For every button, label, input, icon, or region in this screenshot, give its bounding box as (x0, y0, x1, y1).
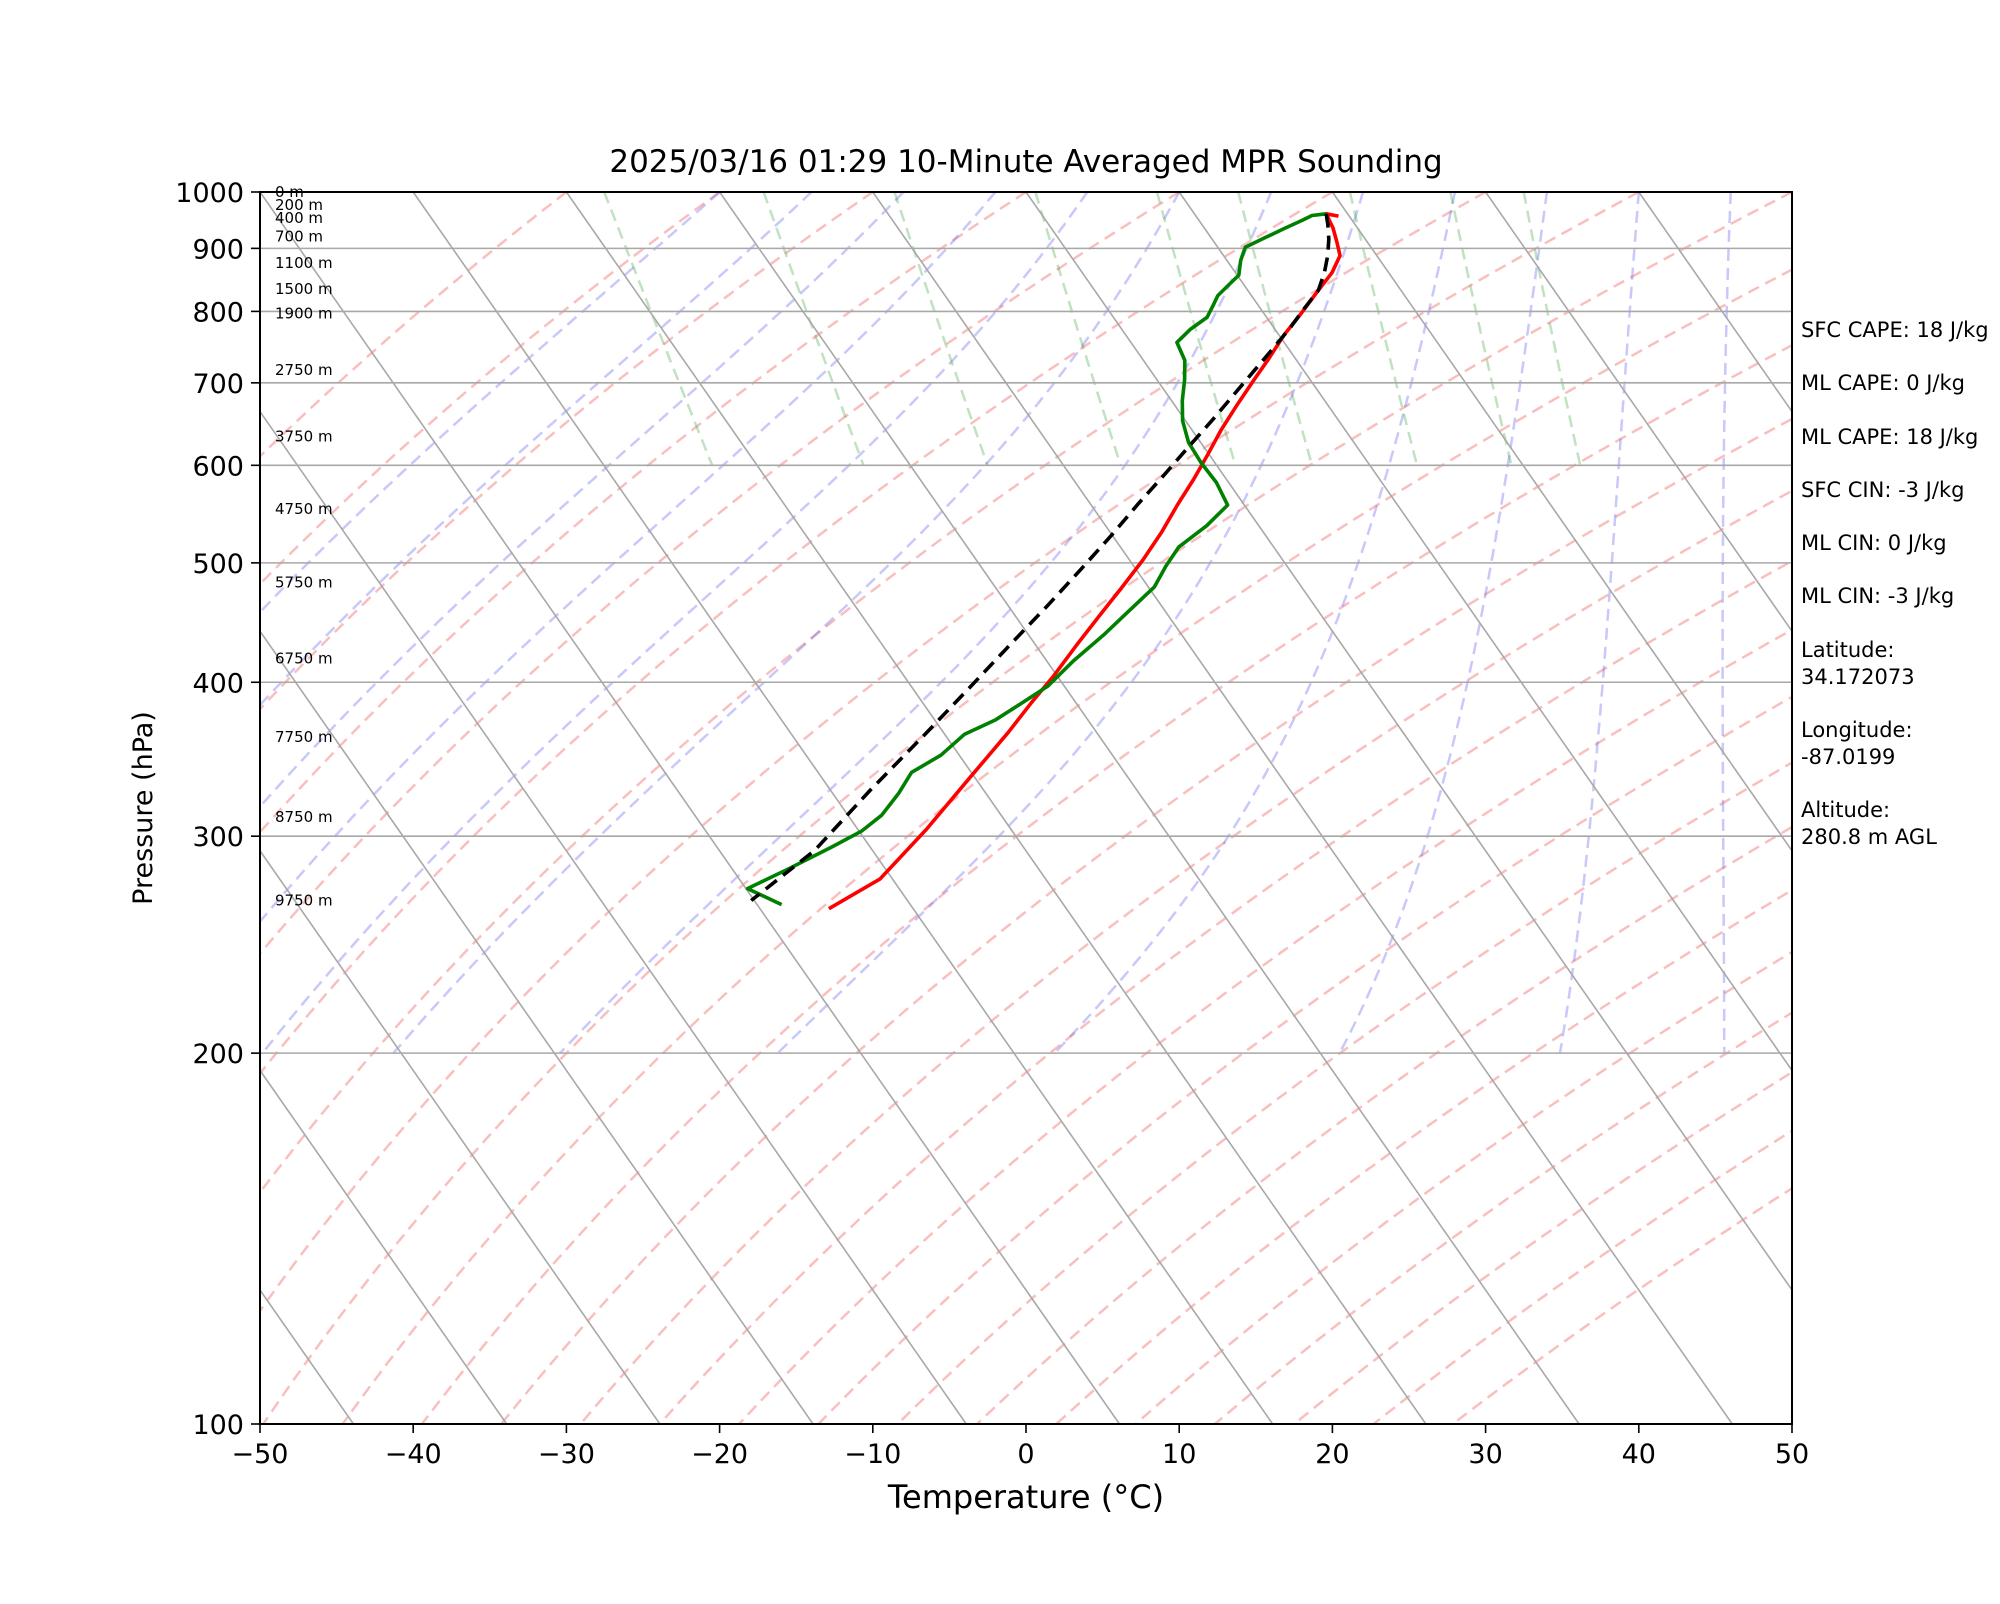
stat-line: Latitude: (1801, 638, 1895, 662)
moist-adiabat (1340, 192, 1547, 1053)
isotherm (873, 192, 1732, 1424)
stat-line: Longitude: (1801, 718, 1913, 742)
y-tick-label: 900 (192, 234, 244, 265)
isotherm (260, 192, 1119, 1424)
stat-line: ML CAPE: 18 J/kg (1801, 425, 1978, 449)
x-tick-label: −30 (538, 1439, 595, 1470)
moist-adiabat (778, 192, 1363, 1053)
y-axis: 1000 900 800 700 600 500 400 300 200 100 (175, 178, 260, 1441)
y-tick-label: 1000 (175, 178, 244, 209)
x-tick-label: 50 (1775, 1439, 1809, 1470)
dry-adiabat (581, 192, 2000, 1424)
height-label: 700 m (275, 228, 323, 246)
height-label: 3750 m (275, 428, 333, 446)
mixing-ratio-line (895, 192, 988, 465)
y-tick-label: 800 (192, 297, 244, 328)
x-tick-label: 10 (1162, 1439, 1196, 1470)
x-tick-label: −40 (385, 1439, 442, 1470)
x-tick-label: 0 (1017, 1439, 1034, 1470)
mixing-ratio-line (1450, 192, 1511, 465)
x-axis-label: Temperature (°C) (887, 1478, 1164, 1516)
mixing-ratio-line (764, 192, 864, 465)
stat-line: Altitude: (1801, 798, 1890, 822)
y-tick-label: 600 (192, 451, 244, 482)
chart-title: 2025/03/16 01:29 10-Minute Averaged MPR … (609, 144, 1442, 180)
x-tick-label: −20 (691, 1439, 748, 1470)
x-tick-label: 20 (1315, 1439, 1349, 1470)
height-label: 9750 m (275, 892, 333, 910)
x-tick-label: −50 (232, 1439, 289, 1470)
y-tick-label: 700 (192, 369, 244, 400)
height-label: 8750 m (275, 808, 333, 826)
isotherm (566, 192, 1425, 1424)
mixing-ratio-line (1350, 192, 1417, 465)
height-label: 5750 m (275, 573, 333, 591)
height-label: 4750 m (275, 500, 333, 518)
x-tick-label: 40 (1622, 1439, 1656, 1470)
dry-adiabat (184, 192, 1639, 1424)
isotherm (0, 192, 813, 1424)
isotherm (0, 192, 507, 1424)
x-axis: −50 −40 −30 −20 −10 0 10 20 30 40 50 (232, 1424, 1810, 1470)
stat-line: SFC CIN: -3 J/kg (1801, 478, 1964, 502)
moist-adiabat (1560, 192, 1639, 1053)
stat-line: ML CIN: -3 J/kg (1801, 584, 1954, 608)
stat-line: ML CAPE: 0 J/kg (1801, 371, 1965, 395)
x-tick-label: −10 (844, 1439, 901, 1470)
height-label: 1100 m (275, 254, 333, 272)
height-label: 7750 m (275, 728, 333, 746)
moist-adiabat (560, 192, 1271, 1053)
stat-line: -87.0199 (1801, 745, 1895, 769)
sounding-stats: SFC CAPE: 18 J/kg ML CAPE: 0 J/kg ML CAPE:… (1801, 318, 1989, 849)
y-tick-label: 100 (192, 1410, 244, 1441)
moist-adiabat (393, 192, 1179, 1053)
isotherm (0, 192, 47, 1424)
height-label: 2750 m (275, 361, 333, 379)
y-axis-label: Pressure (hPa) (128, 711, 159, 905)
y-tick-label: 500 (192, 549, 244, 580)
dry-adiabat (422, 192, 2000, 1424)
moist-adiabat (0, 192, 720, 1053)
y-tick-label: 400 (192, 668, 244, 699)
isotherm (413, 192, 1272, 1424)
stat-line: ML CIN: 0 J/kg (1801, 531, 1947, 555)
stat-line: 280.8 m AGL (1801, 825, 1937, 849)
dry-adiabat (660, 192, 2000, 1424)
isotherm (0, 192, 200, 1424)
isotherm (720, 192, 1579, 1424)
temperature-profile (829, 214, 1340, 909)
plot-series (748, 214, 1341, 909)
y-tick-label: 200 (192, 1039, 244, 1070)
mixing-ratio-line (1035, 192, 1120, 465)
height-label: 6750 m (275, 650, 333, 668)
parcel-profile (751, 214, 1329, 901)
moist-adiabat (0, 192, 812, 1053)
height-label: 1500 m (275, 280, 333, 298)
height-label: 400 m (275, 209, 323, 227)
stat-line: SFC CAPE: 18 J/kg (1801, 318, 1989, 342)
x-tick-label: 30 (1468, 1439, 1502, 1470)
height-label: 1900 m (275, 304, 333, 322)
dry-adiabat (263, 192, 1792, 1424)
mixing-ratio-line (1524, 192, 1581, 465)
mixing-ratio-line (604, 192, 712, 465)
dewpoint-profile (748, 214, 1327, 905)
y-tick-label: 300 (192, 822, 244, 853)
stat-line: 34.172073 (1801, 665, 1915, 689)
